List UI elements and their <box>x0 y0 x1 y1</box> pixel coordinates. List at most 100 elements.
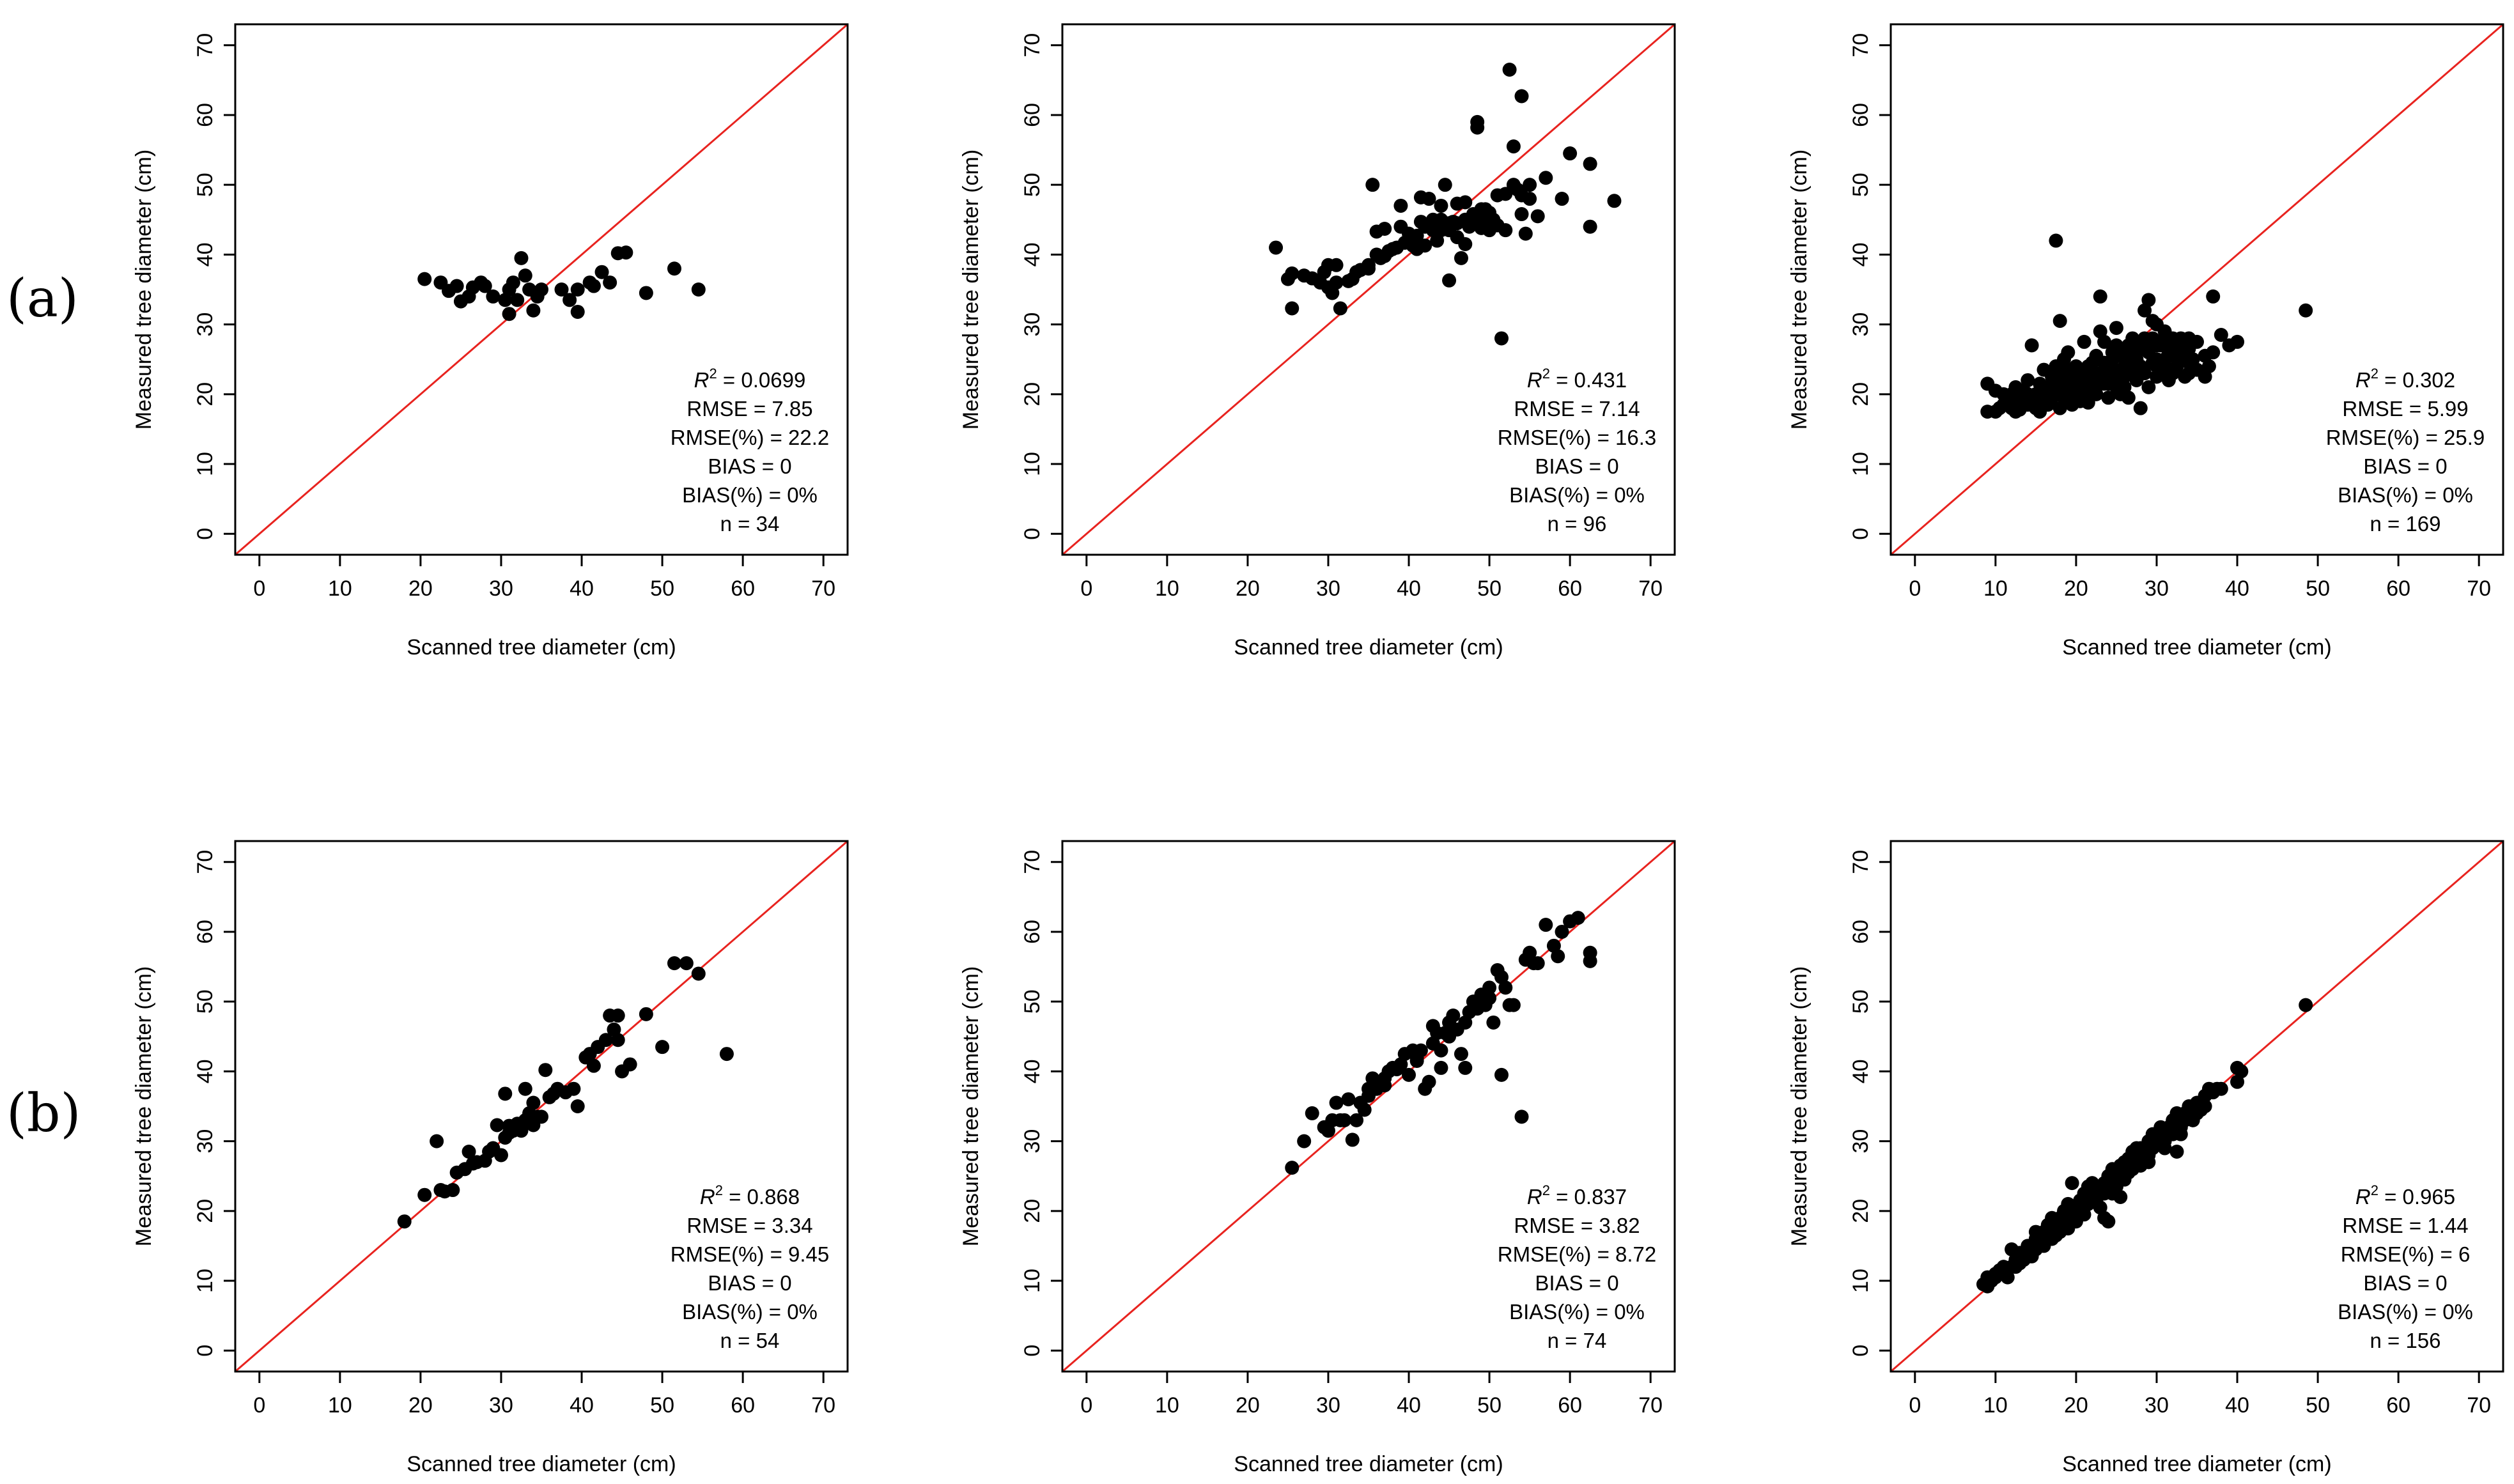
x-tick-label: 0 <box>253 576 265 601</box>
data-point <box>2101 376 2116 391</box>
x-tick-label: 60 <box>1558 1393 1582 1418</box>
stat-n: n = 74 <box>1548 1329 1607 1352</box>
y-tick-label: 50 <box>1020 989 1044 1014</box>
row-label-b: (b) <box>6 1083 81 1144</box>
data-point <box>417 1187 432 1202</box>
data-point <box>1402 1067 1416 1082</box>
x-tick-label: 10 <box>1155 1393 1179 1418</box>
stat-n: n = 169 <box>2370 512 2440 536</box>
stat-rmse: RMSE = 3.34 <box>687 1214 812 1237</box>
data-point <box>2145 1127 2160 1141</box>
y-tick-label: 70 <box>1020 33 1044 58</box>
scatter-panel-1: 0 10 20 30 40 50 60 70 0 10 20 30 40 50 60 70 Scanned tr… <box>132 23 849 660</box>
data-point <box>2113 1189 2128 1204</box>
y-axis-title: Measured tree diameter (cm) <box>1787 150 1812 429</box>
data-point <box>2089 366 2104 381</box>
data-point <box>1393 198 1408 213</box>
data-point <box>417 272 432 286</box>
data-point <box>2157 1141 2172 1156</box>
stat-rmse: RMSE = 7.14 <box>1514 397 1640 421</box>
data-point <box>2093 289 2107 304</box>
data-point <box>1514 1109 1529 1124</box>
data-point <box>2133 401 2148 415</box>
x-tick-label: 10 <box>1983 576 2008 601</box>
data-point <box>510 293 525 307</box>
x-tick-label: 70 <box>2467 576 2491 601</box>
x-tick-label: 60 <box>731 576 755 601</box>
y-tick-label: 40 <box>1020 1059 1044 1083</box>
data-point <box>2149 338 2164 353</box>
data-point <box>2101 1214 2116 1229</box>
data-point <box>2065 1176 2079 1191</box>
data-point <box>1317 265 1331 279</box>
reference-line-1-1 <box>1062 23 1675 556</box>
data-point <box>1446 1009 1461 1023</box>
data-point <box>2113 1169 2128 1184</box>
data-point <box>526 303 541 318</box>
data-point <box>1345 272 1360 286</box>
x-tick-label: 10 <box>328 1393 352 1418</box>
y-tick-label: 0 <box>1020 528 1044 540</box>
data-point <box>514 251 529 265</box>
data-point <box>1996 387 2011 401</box>
stat-bias-percent: BIAS(%) = 0% <box>2338 483 2473 507</box>
data-point <box>1442 216 1457 231</box>
stat-rmse-percent: RMSE(%) = 25.9 <box>2326 426 2485 449</box>
x-tick-label: 50 <box>650 576 674 601</box>
y-tick-label: 50 <box>1020 173 1044 197</box>
data-point <box>1305 1106 1319 1120</box>
data-point <box>619 245 633 260</box>
data-point <box>1530 209 1545 224</box>
data-point <box>1583 954 1597 968</box>
data-point <box>1539 171 1553 185</box>
data-point <box>2157 324 2172 339</box>
data-point <box>506 275 520 290</box>
x-tick-label: 40 <box>2225 576 2249 601</box>
data-point <box>1362 1081 1376 1096</box>
data-point <box>1365 178 1380 192</box>
x-tick-label: 0 <box>1080 576 1092 601</box>
stat-n: n = 156 <box>2370 1329 2440 1352</box>
data-point <box>2129 1148 2144 1163</box>
stat-bias-percent: BIAS(%) = 0% <box>2338 1300 2473 1324</box>
data-point <box>623 1057 637 1072</box>
y-tick-label: 20 <box>193 1199 217 1223</box>
stat-bias: BIAS = 0 <box>1535 1271 1618 1295</box>
y-tick-label: 50 <box>193 989 217 1014</box>
data-point <box>397 1214 412 1229</box>
data-point <box>2133 366 2148 381</box>
y-tick-label: 10 <box>193 1269 217 1293</box>
data-point <box>1357 1102 1372 1117</box>
y-tick-label: 60 <box>1020 920 1044 944</box>
data-point <box>655 1040 670 1055</box>
data-point <box>2008 405 2023 419</box>
data-point <box>2097 1186 2112 1201</box>
data-point <box>2049 233 2063 248</box>
data-point <box>1285 301 1300 316</box>
data-point <box>1563 146 1578 161</box>
data-point <box>2052 366 2067 381</box>
x-tick-label: 0 <box>1909 576 1921 601</box>
x-tick-label: 40 <box>570 576 594 601</box>
data-point <box>2045 1217 2060 1232</box>
data-point <box>570 282 585 297</box>
x-tick-label: 20 <box>2064 576 2088 601</box>
x-tick-label: 10 <box>1155 576 1179 601</box>
stat-rmse-percent: RMSE(%) = 22.2 <box>671 426 830 449</box>
data-point <box>2101 390 2116 405</box>
data-point <box>1438 178 1452 192</box>
stat-rmse: RMSE = 7.85 <box>687 397 812 421</box>
data-point <box>1523 178 1537 192</box>
x-tick-label: 20 <box>1236 576 1260 601</box>
data-point <box>430 1134 444 1148</box>
plot-frame <box>1889 840 2504 1373</box>
data-point <box>2166 341 2180 356</box>
data-point <box>1607 194 1622 208</box>
data-point <box>1470 120 1485 135</box>
data-point <box>462 1144 476 1159</box>
data-point <box>691 966 706 981</box>
x-axis-title: Scanned tree diameter (cm) <box>2062 635 2331 660</box>
data-point <box>1502 62 1517 77</box>
x-tick-label: 40 <box>1397 576 1421 601</box>
data-point <box>566 1081 581 1096</box>
